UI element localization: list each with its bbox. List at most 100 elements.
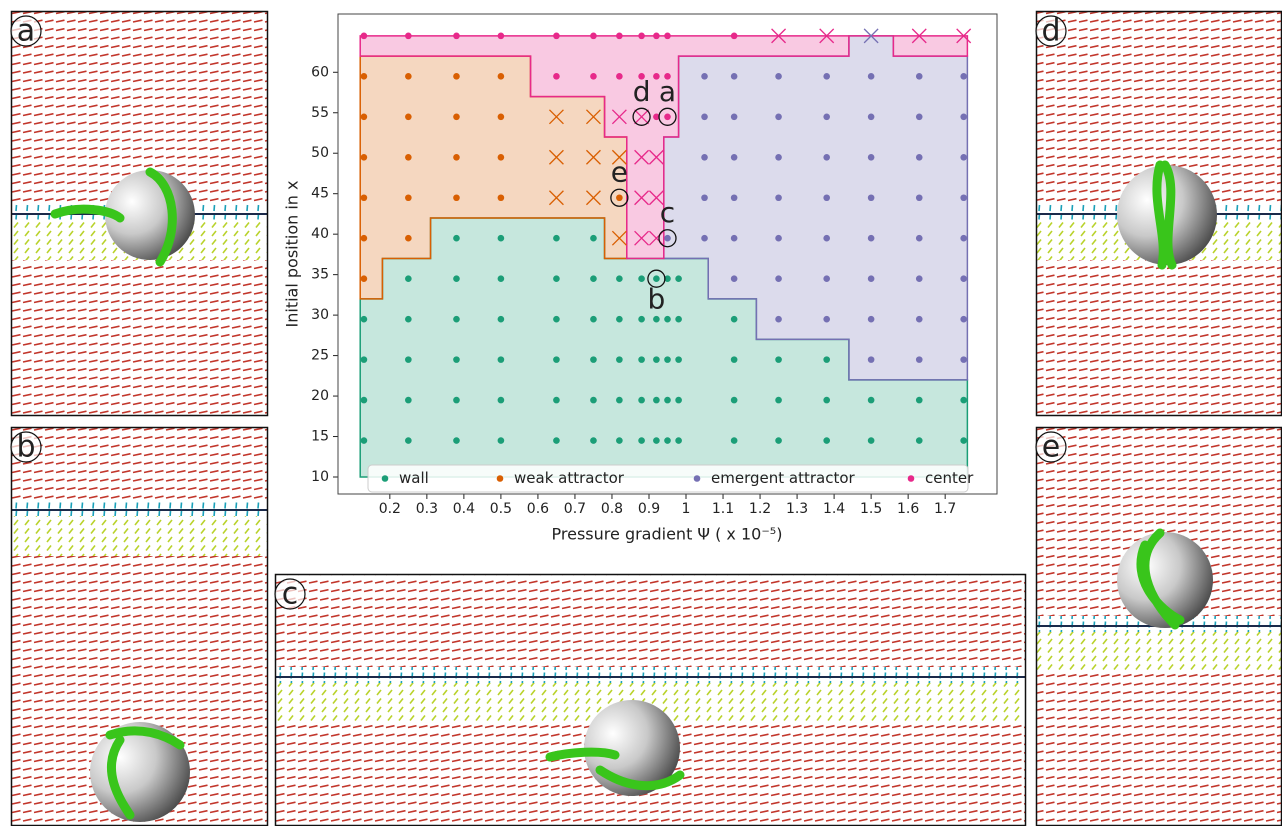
panel: b [10,426,269,826]
director-band [11,500,268,516]
cross-point [648,149,664,165]
data-point [867,234,875,242]
data-point [653,275,660,282]
panel-content [1036,427,1282,826]
data-point [590,356,597,363]
x-tick-label: 0.5 [490,501,512,517]
data-point [775,437,782,444]
defect-loop [1152,160,1177,270]
cross-point [585,190,601,206]
cross-point [611,230,627,246]
cross-point [548,109,564,125]
data-point [453,275,460,282]
data-point [867,73,875,80]
data-point [590,32,597,40]
data-point [638,32,645,40]
x-tick-label: 0.3 [416,501,438,517]
legend-label: emergent attractor [711,469,855,487]
panel: a [10,10,269,417]
data-point [453,315,460,323]
data-point [453,113,460,121]
data-point [497,275,505,282]
director-band [11,516,268,556]
data-point [590,396,597,404]
y-tick-label: 40 [311,226,329,242]
data-point [497,356,505,363]
data-point [497,194,505,202]
data-point [664,275,671,282]
data-point [823,113,830,121]
data-point [405,315,412,323]
defect-loop [105,726,185,820]
x-tick-label: 1.3 [786,501,808,517]
x-tick-label: 1.4 [823,501,845,517]
y-tick-label: 20 [311,388,329,404]
cross-point [819,28,835,44]
cross-point [585,109,601,125]
data-point [405,234,412,242]
annotation-ring [658,229,677,248]
data-point [867,437,875,444]
x-tick-label: 0.7 [564,501,586,517]
cross-point [585,149,601,165]
data-point [960,396,967,404]
cross-point [611,109,627,125]
y-tick-label: 55 [311,105,329,121]
data-point [823,396,830,404]
data-point [638,437,645,444]
data-point [360,73,368,80]
data-point [664,396,671,404]
data-point [653,356,660,363]
data-point [497,234,505,242]
cross-point [548,149,564,165]
cross-point [648,190,664,206]
data-point [823,153,830,161]
data-point [675,437,682,444]
panel-label-ring [10,15,42,47]
data-point [664,315,671,323]
data-point [775,396,782,404]
data-point [915,234,923,242]
panel-label: a [17,14,35,49]
data-point [638,275,645,282]
x-tick-label: 0.4 [453,501,475,517]
data-point [590,437,597,444]
data-point [360,194,368,202]
data-point [730,113,738,121]
data-point [867,396,875,404]
cross-point [548,190,564,206]
data-point [405,396,412,404]
panel: e [1035,426,1282,826]
data-point [360,275,368,282]
x-tick-label: 1.5 [860,501,882,517]
y-tick-label: 10 [311,469,329,485]
data-point [867,153,875,161]
data-point [701,234,708,242]
data-point [701,153,708,161]
y-tick-label: 60 [311,64,329,80]
data-point [653,32,660,40]
y-tick-label: 30 [311,307,329,323]
data-point [823,275,830,282]
data-point [590,234,597,242]
cross-point [611,149,627,165]
x-tick-label: 1.1 [712,501,734,517]
panel-label: e [1042,430,1060,465]
data-point [915,153,923,161]
legend-label: wall [399,469,429,487]
data-point [915,194,923,202]
data-point [675,275,682,282]
data-point [867,315,875,323]
defect-loop [50,167,177,267]
x-tick-label: 0.8 [601,501,623,517]
data-point [960,315,967,323]
panel: c [274,573,1027,826]
data-point [453,356,460,363]
y-axis-label: Initial position in x [283,181,302,328]
data-point [730,153,738,161]
data-point [915,356,923,363]
data-point [823,315,830,323]
data-point [497,113,505,121]
director-band [1036,632,1282,672]
chart: 0.2 0.3 0.4 0.5 0.6 0.7 0.8 0.9 1 1.1 1.2 1.3 1.4 1.5… [283,13,998,544]
